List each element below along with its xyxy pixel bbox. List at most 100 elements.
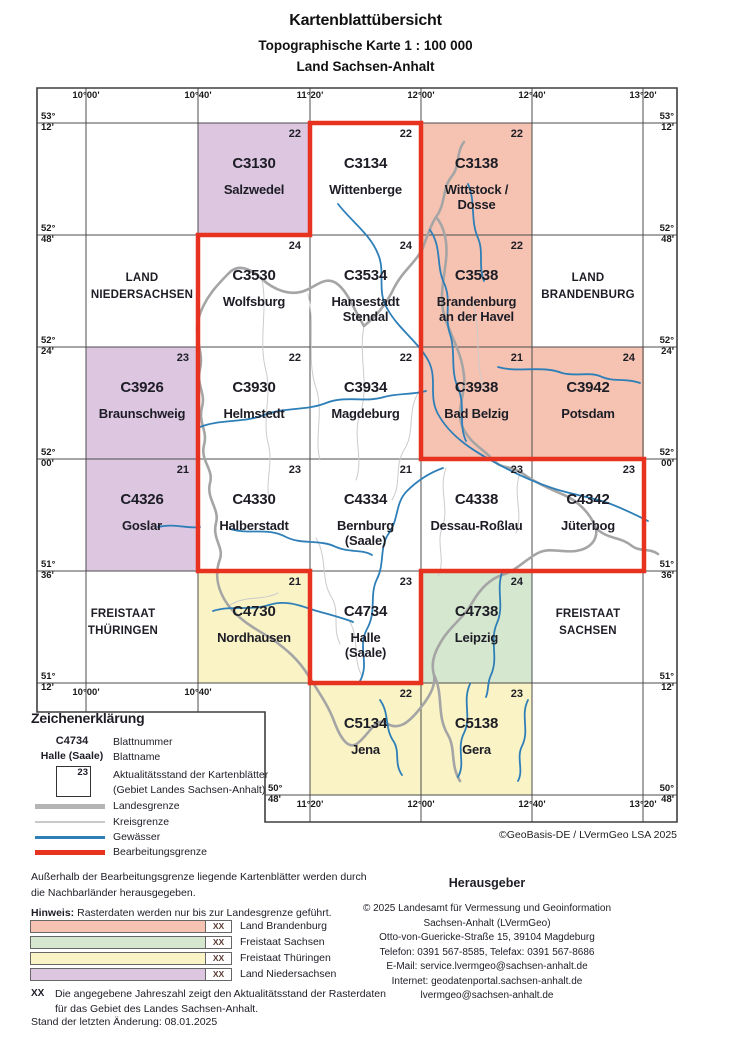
map-sheet-c4338: 23 C4338 Dessau-Roßlau (421, 459, 532, 571)
map-sheet-c3934: 22 C3934 Magdeburg (310, 347, 421, 459)
legend-line-item: Gewässer (113, 831, 161, 843)
sheet-name: Helmstedt (223, 406, 285, 421)
sheet-year: 23 (622, 464, 635, 476)
legend-gewaesser-sample (35, 836, 105, 839)
sheet-name: Salzwedel (223, 182, 285, 197)
tick-lon: 12°00' (407, 799, 435, 810)
sheet-year: 22 (288, 128, 301, 140)
map-sheet-c4326: 21 C4326 Goslar (86, 459, 198, 571)
sheet-year: 22 (510, 240, 523, 252)
map-sheet-c4342: 23 C4342 Jüterbog (532, 459, 644, 571)
sheet-number: C3530 (232, 267, 276, 284)
tick-lat: 52° 00' (659, 447, 674, 470)
map-sheet-c3538: 22 C3538 Brandenburg an der Havel (421, 235, 532, 347)
sheet-name: Magdeburg (331, 406, 400, 421)
sheet-name: Bernburg (Saale) (337, 518, 394, 548)
sheet-number: C3926 (120, 379, 164, 396)
map-sheet-c4334: 21 C4334 Bernburg (Saale) (310, 459, 421, 571)
sheet-year: 24 (288, 240, 301, 252)
sheet-year: 22 (288, 352, 301, 364)
legend-item: Aktualitätsstand der Kartenblätter (113, 769, 269, 781)
publisher-line: Telefon: 0391 567-8585, Telefax: 0391 56… (379, 946, 595, 958)
sheet-number: C3942 (566, 379, 610, 396)
sheet-number: C5134 (343, 715, 388, 732)
tick-lat: 52° 24' (41, 335, 56, 358)
map-sheet-c4730: 21 C4730 Nordhausen (198, 571, 310, 683)
state-swatch-sachsen: XX (30, 936, 232, 949)
legend-heading: Zeichenerklärung (31, 710, 145, 726)
map-sheet-c3534: 24 C3534 Hansestadt Stendal (310, 235, 421, 347)
publisher-heading: Herausgeber (448, 876, 526, 890)
sheet-year: 24 (510, 576, 523, 588)
sheet-number: C4342 (566, 491, 610, 508)
sheet-name: Gera (462, 742, 491, 757)
note-hinweis: Hinweis: Rasterdaten werden nur bis zur … (31, 907, 332, 919)
footnote-marker: XX (31, 988, 45, 999)
tick-lon: 10°40' (184, 90, 212, 101)
page-title: Kartenblattübersicht (289, 12, 442, 29)
legend-line-item: Kreisgrenze (113, 816, 170, 828)
legend-item: (Gebiet Landes Sachsen-Anhalt) (113, 784, 266, 796)
publisher-line: Otto-von-Guericke-Straße 15, 39104 Magde… (379, 932, 595, 943)
sheet-name: Braunschweig (98, 406, 186, 421)
publisher-line: Internet: geodatenportal.sachsen-anhalt.… (391, 975, 583, 987)
state-swatch-label: Freistaat Thüringen (240, 952, 331, 964)
tick-lon: 10°40' (184, 687, 212, 698)
sheet-name: Leipzig (454, 630, 499, 645)
footnote-text: Die angegebene Jahreszahl zeigt den Aktu… (55, 988, 386, 1016)
map-sheet-c4330: 23 C4330 Halberstadt (198, 459, 310, 571)
tick-lat: 51° 36' (41, 559, 56, 582)
sheet-number: C4330 (232, 491, 276, 508)
tick-lon: 12°00' (407, 90, 435, 101)
map-sheet-c3134: 22 C3134 Wittenberge (310, 123, 421, 235)
sheet-name: Wittenberge (329, 182, 402, 197)
sheet-year: 21 (510, 352, 523, 364)
legend-bearbeitungsgrenze-sample (35, 850, 105, 855)
sheet-year: 22 (399, 688, 412, 700)
tick-lat: 53° 12' (41, 111, 56, 134)
sheet-year: 23 (510, 464, 523, 476)
sheet-number: C4734 (343, 603, 388, 620)
sheet-name: Jena (351, 742, 380, 757)
sheet-year: 24 (622, 352, 635, 364)
map-sheet-c3930: 22 C3930 Helmstedt (198, 347, 310, 459)
sheet-name: Bad Belzig (444, 406, 509, 421)
sheet-number: C3934 (343, 379, 388, 396)
page-subtitle-scale: Topographische Karte 1 : 100 000 (258, 38, 473, 53)
sheet-year: 22 (399, 352, 412, 364)
sheet-number: C4738 (454, 603, 499, 620)
tick-lon: 11°20' (296, 799, 324, 810)
state-swatch-label: Land Brandenburg (240, 920, 327, 932)
state-swatch-brandenburg: XX (30, 920, 232, 933)
tick-lon: 12°40' (518, 90, 546, 101)
tick-lat: 53° 12' (659, 111, 674, 134)
sheet-number: C3134 (343, 155, 388, 172)
tick-lon: 13°20' (629, 799, 657, 810)
publisher-line: Sachsen-Anhalt (LVermGeo) (423, 917, 551, 929)
sheet-name: Halle (Saale) (344, 630, 387, 660)
sheet-number: C3938 (454, 379, 499, 396)
tick-lon: 12°40' (518, 799, 546, 810)
map-sheet-c3530: 24 C3530 Wolfsburg (198, 235, 310, 347)
sheet-name: Wittstock / Dosse (444, 182, 509, 212)
sheet-name: Dessau-Roßlau (430, 518, 523, 533)
sheet-number: C3538 (454, 267, 499, 284)
region-label-brandenburg: LAND BRANDENBURG (541, 272, 635, 302)
publisher-block: Herausgeber © 2025 Landesamt für Vermess… (337, 876, 637, 1004)
sheet-year: 23 (288, 464, 301, 476)
sheet-name: Potsdam (561, 406, 615, 421)
legend-sample-name: Halle (Saale) (40, 750, 104, 762)
region-label-thueringen: FREISTAAT THÜRINGEN (87, 608, 159, 638)
sheet-name: Jüterbog (560, 518, 615, 533)
sheet-year: 21 (288, 576, 301, 588)
state-swatch-label: Freistaat Sachsen (240, 936, 325, 948)
state-swatch-niedersachsen: XX (30, 968, 232, 981)
map-sheet-c5138: 23 C5138 Gera (421, 683, 532, 795)
sheet-number: C3930 (232, 379, 276, 396)
publisher-line: lvermgeo@sachsen-anhalt.de (420, 990, 554, 1001)
sheet-year: 22 (399, 128, 412, 140)
sheet-number: C4334 (343, 491, 388, 508)
legend-sample-box: 23 (56, 766, 91, 797)
tick-lat: 52° 24' (659, 335, 674, 358)
tick-lat: 51° 12' (659, 671, 674, 694)
